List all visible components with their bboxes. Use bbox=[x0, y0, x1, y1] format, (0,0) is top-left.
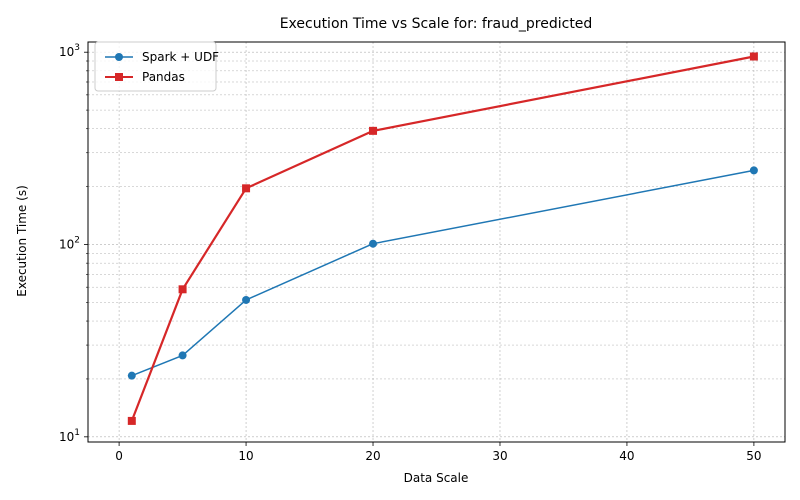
data-point-spark-udf bbox=[178, 351, 187, 360]
data-point-pandas bbox=[749, 52, 758, 61]
data-point-pandas bbox=[127, 416, 136, 425]
y-axis: 101 102 103 bbox=[59, 43, 88, 444]
data-point-pandas bbox=[242, 184, 251, 193]
x-axis-label: Data Scale bbox=[404, 471, 469, 485]
y-tick-label: 103 bbox=[59, 43, 80, 59]
x-tick-label: 0 bbox=[115, 449, 123, 463]
x-axis: 0 10 20 30 40 50 bbox=[115, 442, 762, 463]
y-axis-label: Execution Time (s) bbox=[15, 185, 29, 297]
x-tick-label: 10 bbox=[238, 449, 253, 463]
plot-area-frame bbox=[87, 41, 786, 443]
y-tick-label: 101 bbox=[59, 428, 80, 444]
x-tick-label: 40 bbox=[619, 449, 634, 463]
legend-box bbox=[94, 41, 217, 92]
data-point-spark-udf bbox=[369, 239, 378, 248]
x-tick-label: 50 bbox=[746, 449, 761, 463]
y-tick-label: 102 bbox=[59, 236, 80, 252]
chart-title: Execution Time vs Scale for: fraud_predi… bbox=[280, 16, 593, 32]
legend: Spark + UDF Pandas bbox=[94, 41, 219, 92]
legend-label-pandas: Pandas bbox=[142, 70, 185, 84]
series-line-pandas bbox=[130, 55, 755, 422]
legend-label-spark-udf: Spark + UDF bbox=[142, 50, 219, 64]
y-minor-gridlines bbox=[88, 60, 785, 380]
data-point-spark-udf bbox=[127, 371, 136, 380]
legend-marker-pandas bbox=[115, 73, 123, 81]
series-lines bbox=[127, 52, 758, 425]
data-point-spark-udf bbox=[749, 166, 758, 175]
x-tick-label: 20 bbox=[365, 449, 380, 463]
legend-marker-spark-udf bbox=[115, 53, 123, 61]
data-point-pandas bbox=[369, 126, 378, 135]
data-point-pandas bbox=[178, 285, 187, 294]
x-gridlines bbox=[118, 42, 755, 442]
data-point-spark-udf bbox=[242, 295, 251, 304]
x-tick-label: 30 bbox=[492, 449, 507, 463]
